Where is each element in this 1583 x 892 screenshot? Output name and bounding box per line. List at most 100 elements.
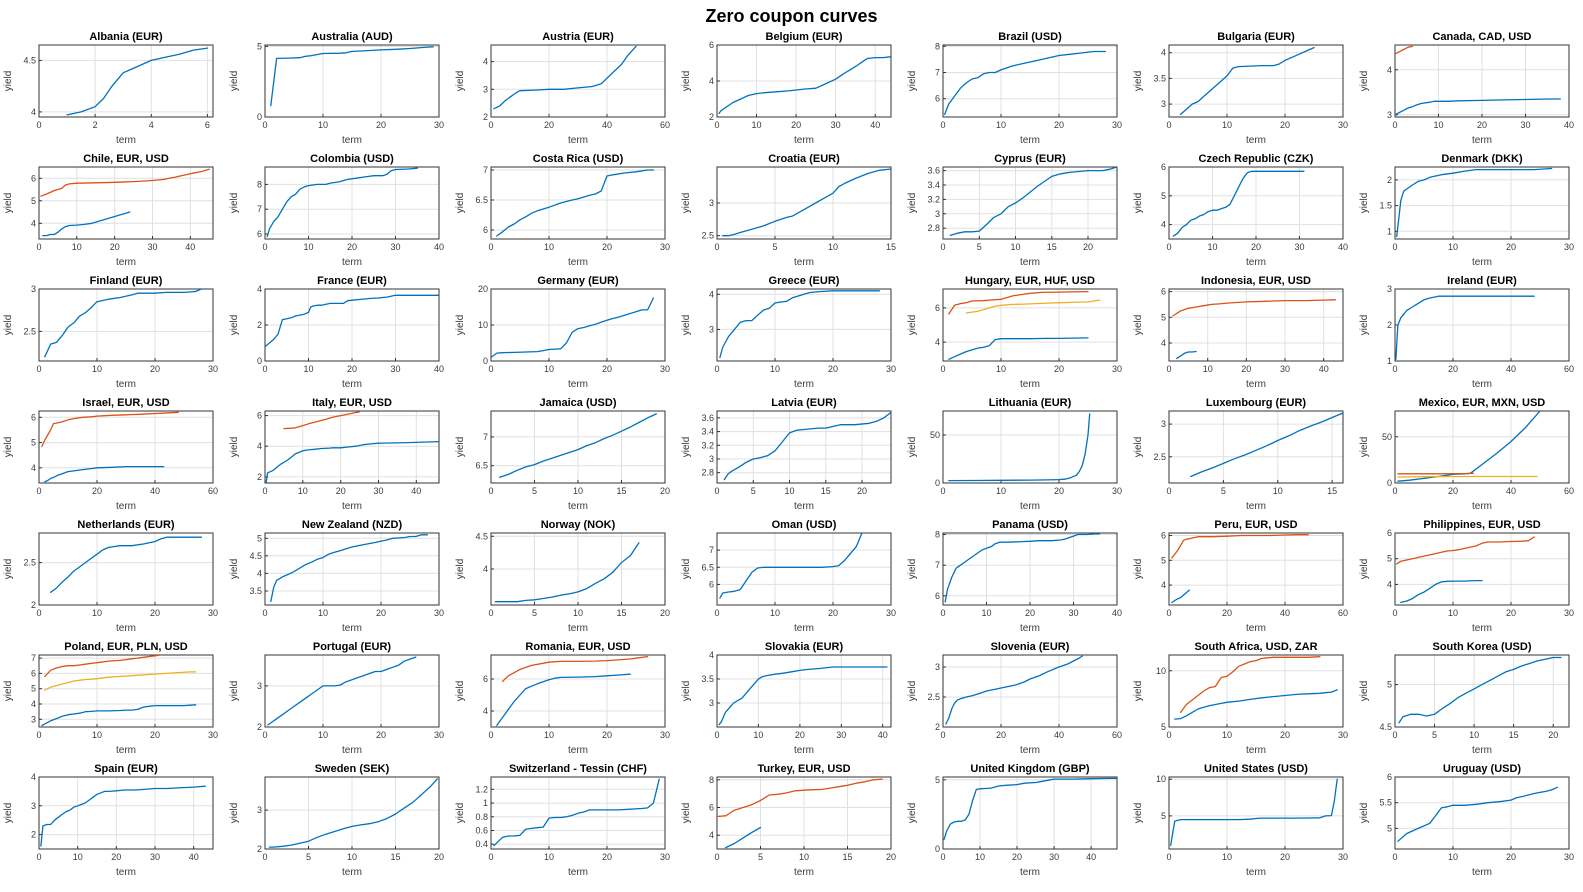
- plot-box: [490, 44, 666, 118]
- y-tick-label: 6: [1161, 162, 1166, 172]
- y-tick-label: 7: [709, 545, 714, 555]
- plot-box: [38, 44, 214, 118]
- y-tick-label: 2.5: [927, 692, 940, 702]
- series-line-blue: [719, 290, 881, 359]
- chart-svg: Belgium (EUR) 0 10 20 30 40 2 4 6 term yield: [681, 31, 892, 146]
- chart-philippines-eur-usd: Philippines, EUR, USD 0 10 20 30 4 5 6 term yield: [1357, 517, 1583, 639]
- x-tick-label: 0: [940, 242, 945, 252]
- x-tick-label: 10: [784, 486, 794, 496]
- x-tick-label: 20: [996, 730, 1006, 740]
- y-axis-label: yield: [3, 71, 14, 92]
- axis-ticks: 0 10 20 30 4 5 6: [1387, 528, 1574, 618]
- y-tick-label: 8: [709, 775, 714, 785]
- y-tick-label: 6: [31, 173, 36, 183]
- x-tick-label: 15: [886, 242, 896, 252]
- y-axis-label: yield: [681, 681, 692, 702]
- axis-ticks: 0 20 40 60 4 5 6: [1161, 531, 1348, 619]
- chart-netherlands-eur: Netherlands (EUR) 0 10 20 30 2 2.5 term yield: [1, 517, 227, 639]
- x-tick-label: 0: [1392, 242, 1397, 252]
- chart-costa-rica-usd: Costa Rica (USD) 0 10 20 30 6 6.5 7 term yield: [453, 151, 679, 273]
- series-line-red: [283, 411, 361, 430]
- x-axis-label: term: [342, 379, 362, 390]
- series-group: [1396, 167, 1553, 238]
- chart-romania-eur-usd: Romania, EUR, USD 0 10 20 30 4 6 term yield: [453, 639, 679, 761]
- axis-ticks: 0 10 20 30 3 3.5 4: [1153, 48, 1348, 130]
- x-tick-label: 10: [828, 242, 838, 252]
- x-tick-label: 20: [791, 120, 801, 130]
- series-group: [1398, 656, 1562, 724]
- axis-ticks: 0 10 20 30 2 2.5: [23, 558, 218, 618]
- chart-title: Albania (EUR): [89, 31, 163, 43]
- x-tick-label: 10: [72, 242, 82, 252]
- y-axis-label: yield: [907, 71, 918, 92]
- series-group: [718, 666, 888, 726]
- chart-title: Ireland (EUR): [1447, 275, 1517, 287]
- x-tick-label: 20: [1506, 852, 1516, 862]
- x-tick-label: 10: [92, 730, 102, 740]
- x-axis-label: term: [116, 867, 136, 878]
- series-group: [44, 289, 208, 358]
- series-line-red: [1179, 656, 1321, 714]
- plot-grid: [1168, 45, 1344, 117]
- y-tick-label: 10: [478, 320, 488, 330]
- plot-box: [942, 654, 1118, 728]
- x-tick-label: 60: [1338, 608, 1348, 618]
- series-line-blue: [1170, 778, 1338, 846]
- y-axis-label: yield: [1359, 315, 1370, 336]
- plot-grid: [716, 167, 892, 239]
- plot-grid: [490, 533, 666, 605]
- x-tick-label: 20: [1477, 120, 1487, 130]
- y-tick-label: 3.5: [249, 586, 262, 596]
- x-axis-label: term: [568, 867, 588, 878]
- x-tick-label: 20: [376, 120, 386, 130]
- series-group: [944, 50, 1107, 116]
- x-axis-label: term: [342, 257, 362, 268]
- x-tick-label: 10: [1222, 852, 1232, 862]
- x-tick-label: 0: [714, 486, 719, 496]
- x-tick-label: 30: [208, 730, 218, 740]
- y-axis-label: yield: [1133, 315, 1144, 336]
- x-tick-label: 10: [347, 852, 357, 862]
- x-tick-label: 20: [347, 364, 357, 374]
- chart-svg: Czech Republic (CZK) 0 10 20 30 40 4 5 6 term yiel…: [1133, 153, 1348, 268]
- chart-title: Oman (USD): [772, 519, 837, 531]
- x-tick-label: 10: [544, 242, 554, 252]
- plot-grid: [942, 411, 1118, 484]
- y-tick-label: 4: [257, 568, 262, 578]
- y-axis-label: yield: [3, 681, 14, 702]
- x-tick-label: 40: [602, 120, 612, 130]
- plot-grid: [942, 655, 1118, 728]
- series-line-red: [948, 290, 1089, 315]
- chart-peru-eur-usd: Peru, EUR, USD 0 20 40 60 4 5 6 term yield: [1131, 517, 1357, 639]
- series-group: [719, 290, 881, 359]
- x-tick-label: 0: [262, 608, 267, 618]
- x-axis-label: term: [568, 623, 588, 634]
- series-group: [265, 411, 439, 483]
- series-line-blue: [265, 440, 439, 483]
- y-tick-label: 2: [257, 320, 262, 330]
- x-tick-label: 15: [1047, 242, 1057, 252]
- plot-grid: [1168, 533, 1344, 605]
- series-line-red: [1396, 536, 1535, 565]
- axis-ticks: 0 10 20 30 5 10: [1156, 774, 1348, 862]
- chart-title: Australia (AUD): [311, 31, 393, 43]
- x-tick-label: 30: [660, 364, 670, 374]
- chart-svg: Hungary, EUR, HUF, USD 0 10 20 30 4 6 term yield: [907, 275, 1122, 390]
- series-group: [718, 56, 891, 115]
- chart-germany-eur: Germany (EUR) 0 10 20 30 0 10 20 term yield: [453, 273, 679, 395]
- y-tick-label: 4: [1161, 580, 1166, 590]
- x-tick-label: 60: [1564, 486, 1574, 496]
- axis-ticks: 0 10 20 30 6 6.5 7: [475, 165, 670, 252]
- x-tick-label: 20: [1012, 852, 1022, 862]
- x-tick-label: 10: [318, 730, 328, 740]
- chart-panama-usd: Panama (USD) 0 10 20 30 40 6 7 8 term yield: [905, 517, 1131, 639]
- x-tick-label: 20: [828, 364, 838, 374]
- chart-title: Luxembourg (EUR): [1206, 397, 1307, 409]
- y-tick-label: 0: [935, 844, 940, 854]
- chart-title: Switzerland - Tessin (CHF): [509, 763, 647, 775]
- x-tick-label: 10: [544, 730, 554, 740]
- series-line-red: [44, 655, 162, 678]
- y-tick-label: 4: [709, 289, 714, 299]
- x-tick-label: 20: [1280, 852, 1290, 862]
- y-axis-label: yield: [229, 193, 240, 214]
